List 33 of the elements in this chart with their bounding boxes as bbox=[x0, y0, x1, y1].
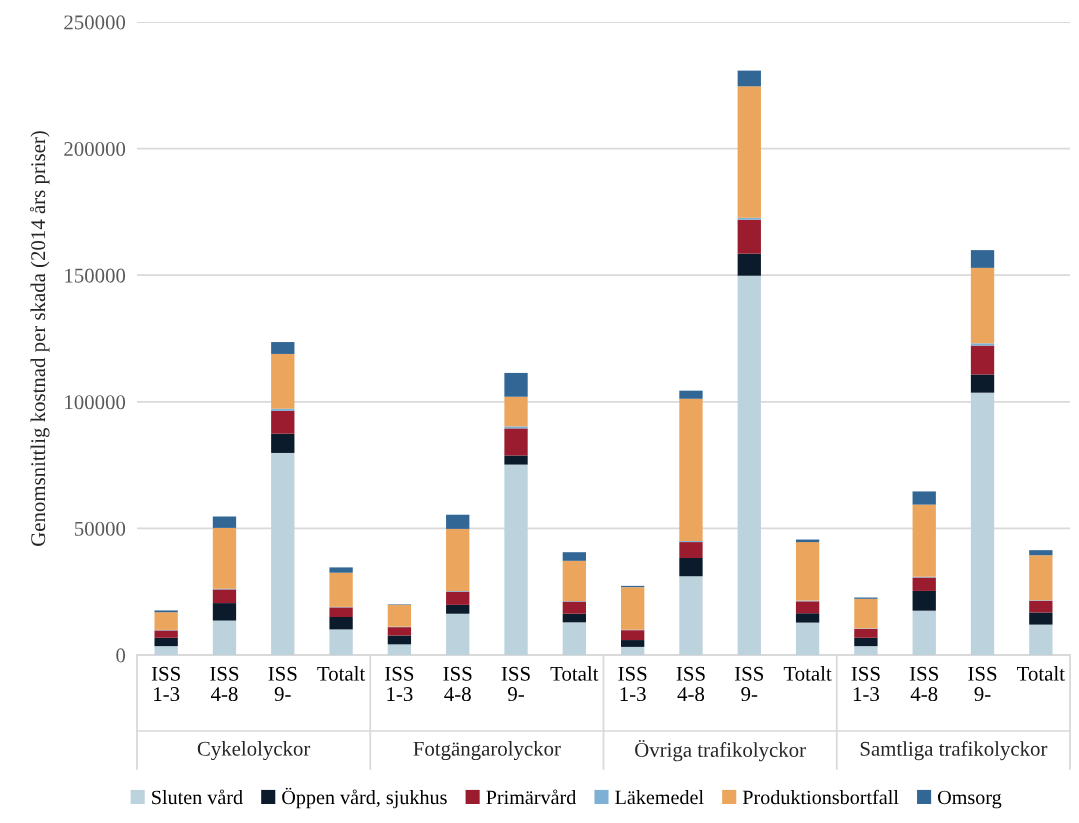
legend-label: Läkemedel bbox=[615, 790, 704, 805]
x-tick-label: ISS 9- bbox=[968, 666, 997, 702]
x-tick-label: ISS 4-8 bbox=[443, 666, 472, 702]
x-tick-label: ISS 9- bbox=[734, 666, 764, 702]
y-tick-label: 0 bbox=[116, 648, 126, 663]
x-tick-label: ISS 1-3 bbox=[618, 666, 647, 702]
legend-label: Produktionsbortfall bbox=[742, 789, 899, 805]
y-tick-label: 150000 bbox=[65, 268, 126, 283]
x-tick-label: ISS 4-8 bbox=[676, 666, 705, 702]
y-tick-label: 250000 bbox=[64, 15, 126, 30]
text: Övriga trafikolyckor bbox=[635, 739, 806, 762]
x-tick-label: ISS 9- bbox=[268, 666, 297, 702]
x-tick-label: ISS 1-3 bbox=[151, 666, 180, 702]
legend-label: Öppen vård, sjukhus bbox=[282, 787, 447, 809]
x-tick-label: ISS 1-3 bbox=[851, 666, 880, 702]
y-tick-label: 200000 bbox=[64, 141, 126, 157]
x-tick-label: Totalt bbox=[783, 666, 832, 681]
legend-label: Omsorg bbox=[938, 790, 1002, 809]
x-tick-label: Totalt bbox=[317, 666, 366, 681]
text: Samtliga trafikolyckor bbox=[860, 741, 1048, 761]
text: Fotgängarolyckor bbox=[413, 741, 561, 761]
legend-label: Primärvård bbox=[486, 789, 577, 805]
text: Cykelolyckor bbox=[197, 741, 311, 761]
y-tick-label: 50000 bbox=[75, 521, 126, 536]
x-tick-label: ISS 4-8 bbox=[210, 666, 239, 702]
x-tick-label: ISS 1-3 bbox=[385, 666, 414, 702]
x-tick-label: Totalt bbox=[1017, 666, 1065, 681]
legend-label: Sluten vård bbox=[152, 789, 243, 805]
x-tick-label: ISS 4-8 bbox=[909, 666, 938, 702]
x-tick-label: Totalt bbox=[550, 666, 599, 681]
y-axis-title: Genomsnittlig kostnad per skada (2014 års priser) bbox=[29, 131, 50, 546]
y-tick-label: 100000 bbox=[65, 395, 126, 410]
x-tick-label: ISS 9- bbox=[501, 666, 530, 702]
